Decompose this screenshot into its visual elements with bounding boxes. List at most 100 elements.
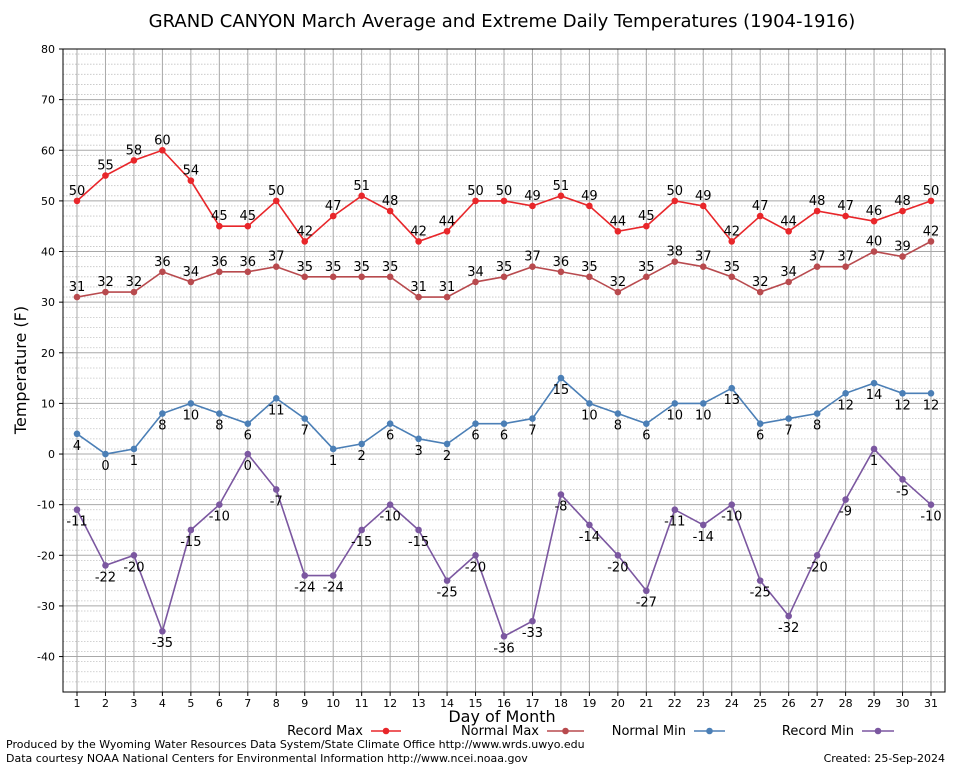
data-point-normal-max	[614, 288, 622, 296]
data-point-record-max	[102, 172, 109, 179]
x-tick-label: 15	[469, 697, 483, 710]
data-label-record-min: -7	[270, 494, 283, 509]
series-normal-max: 31 32 32 36 34 36 36 37 35 35 35 35 31 31 34 35 37 36 35 32…	[69, 224, 940, 301]
data-label-normal-max: 35	[296, 260, 313, 275]
data-point-normal-max	[699, 263, 707, 271]
data-label-record-max: 45	[240, 209, 257, 224]
data-point-normal-min	[443, 440, 451, 448]
data-point-normal-max	[386, 273, 394, 281]
data-point-record-min	[899, 476, 906, 483]
data-point-record-max	[899, 207, 906, 215]
data-label-normal-max: 39	[894, 240, 911, 255]
data-point-record-min	[244, 450, 252, 458]
y-axis-label: Temperature (F)	[11, 306, 30, 435]
data-point-record-min	[386, 501, 394, 508]
series-record-min: -11-22-20-35-15-100-7-24 -24-15-10-15-25-…	[66, 445, 942, 656]
data-point-record-max	[699, 202, 707, 210]
data-label-record-min: -14	[579, 530, 600, 545]
data-label-record-max: 45	[211, 209, 228, 224]
y-tick-label: -30	[37, 600, 55, 613]
data-label-normal-max: 34	[467, 265, 484, 280]
legend-swatch-marker	[382, 727, 390, 735]
y-tick-label: 10	[41, 397, 55, 410]
legend: Record Max Normal Max Normal Min Record Min	[287, 724, 894, 739]
data-point-record-min	[500, 633, 508, 640]
y-tick-label: 30	[41, 296, 55, 309]
x-tick-label: 5	[187, 697, 194, 710]
data-label-normal-max: 35	[353, 260, 370, 275]
data-point-normal-max	[899, 253, 906, 260]
data-label-record-min: -9	[839, 505, 852, 520]
data-point-normal-min	[73, 430, 81, 438]
data-point-record-max	[785, 227, 792, 235]
data-label-normal-min: 6	[756, 429, 764, 444]
data-label-record-max: 44	[780, 214, 797, 229]
legend-swatch-marker	[874, 727, 882, 735]
data-label-normal-max: 37	[268, 250, 285, 265]
y-tick-label: -10	[37, 499, 55, 512]
data-label-normal-max: 36	[553, 255, 570, 270]
legend-item-normal-max: Normal Max	[461, 724, 584, 739]
data-point-normal-max	[301, 273, 309, 281]
x-tick-label: 10	[326, 697, 340, 710]
x-tick-label: 9	[301, 697, 308, 710]
data-label-normal-min: 12	[923, 398, 940, 413]
data-point-record-min	[130, 551, 138, 559]
data-point-normal-min	[386, 420, 394, 427]
data-label-normal-min: 7	[301, 424, 309, 439]
x-tick-label: 18	[554, 697, 568, 710]
data-point-normal-max	[187, 278, 195, 286]
x-tick-label: 27	[810, 697, 824, 710]
data-label-normal-max: 42	[923, 224, 940, 239]
data-point-normal-min	[586, 400, 593, 407]
data-label-record-max: 49	[581, 189, 598, 204]
data-label-record-max: 46	[866, 204, 883, 219]
data-point-normal-min	[899, 389, 906, 397]
data-point-record-min	[159, 627, 166, 635]
data-label-record-max: 48	[809, 194, 826, 209]
data-point-record-max	[216, 222, 223, 230]
data-point-record-min	[529, 617, 536, 625]
data-label-record-min: -20	[807, 560, 828, 575]
data-label-normal-min: 15	[553, 383, 570, 398]
data-point-record-max	[870, 217, 878, 225]
data-point-record-min	[699, 521, 707, 529]
data-label-record-max: 50	[467, 184, 484, 199]
data-point-normal-min	[671, 400, 679, 407]
data-label-record-min: -24	[294, 581, 315, 596]
data-label-normal-min: 12	[894, 398, 911, 413]
data-label-normal-max: 32	[97, 275, 114, 290]
data-point-normal-min	[728, 384, 736, 392]
data-point-record-min	[216, 501, 223, 508]
data-point-normal-max	[329, 273, 337, 281]
data-point-record-max	[329, 212, 337, 220]
data-label-normal-min: 7	[785, 424, 793, 439]
data-label-normal-max: 36	[240, 255, 257, 270]
data-point-record-max	[472, 197, 479, 205]
data-label-record-min: -15	[351, 535, 372, 550]
footer-data-courtesy: Data courtesy NOAA National Centers for …	[6, 752, 528, 765]
y-tick-label: 60	[41, 144, 55, 157]
data-point-normal-max	[358, 273, 365, 281]
data-label-normal-min: 7	[528, 424, 536, 439]
data-label-record-min: -20	[607, 560, 628, 575]
footer-produced-by: Produced by the Wyoming Water Resources …	[6, 738, 585, 751]
data-point-normal-max	[272, 263, 280, 271]
data-point-record-max	[500, 197, 508, 205]
data-point-normal-min	[159, 410, 166, 417]
data-label-normal-min: 10	[695, 408, 712, 423]
x-axis-ticks: 1 2 3 4 5 6 7 8 9 10 11 12 13 14 15 16 17 18 19 20 21 22 23 24 2…	[74, 692, 938, 710]
data-label-normal-min: 1	[130, 454, 138, 469]
data-point-record-max	[130, 157, 138, 164]
data-point-record-min	[756, 577, 764, 584]
data-label-record-max: 60	[154, 133, 171, 148]
data-point-record-min	[329, 572, 337, 579]
data-label-record-max: 50	[268, 184, 285, 199]
data-point-record-max	[557, 192, 565, 200]
y-tick-label: 70	[41, 94, 55, 107]
data-label-normal-min: 12	[837, 398, 854, 413]
legend-item-normal-min: Normal Min	[612, 724, 725, 739]
data-label-record-min: -36	[493, 641, 514, 656]
data-point-record-min	[728, 501, 736, 508]
